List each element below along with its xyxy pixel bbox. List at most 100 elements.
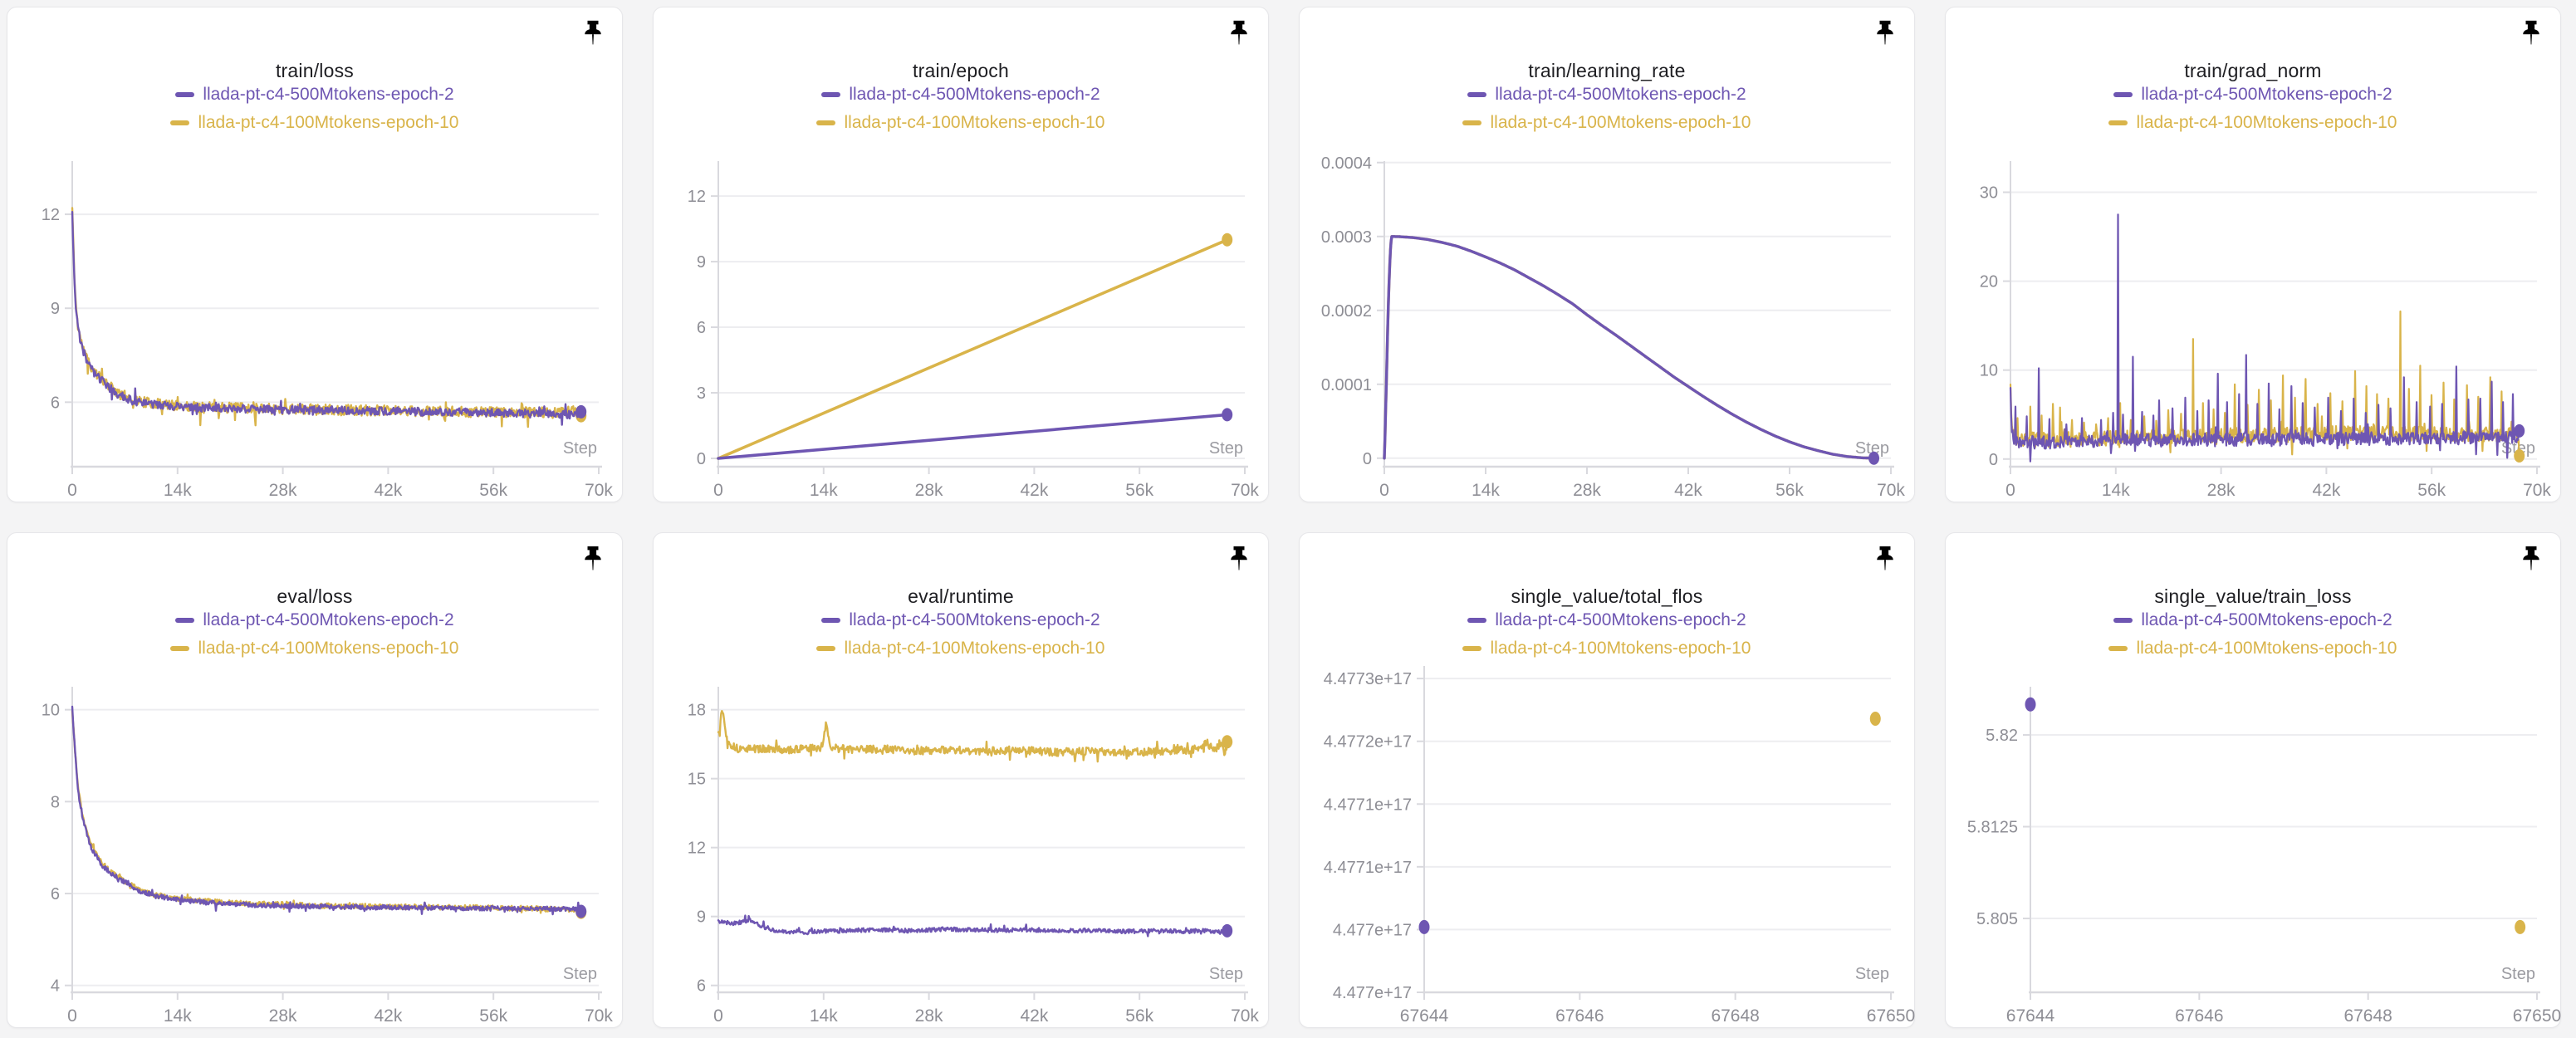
series-line[interactable]	[71, 207, 582, 428]
pin-button[interactable]	[2520, 19, 2542, 47]
y-tick-label: 10	[1980, 362, 1998, 380]
legend-run-name[interactable]: llada-pt-c4-100Mtokens-epoch-10	[2136, 113, 2397, 132]
x-tick-label: 28k	[2207, 481, 2236, 500]
x-axis-title: Step	[1209, 965, 1243, 983]
legend-run-name[interactable]: llada-pt-c4-500Mtokens-epoch-2	[849, 85, 1100, 104]
legend-run-name[interactable]: llada-pt-c4-100Mtokens-epoch-10	[1490, 639, 1751, 658]
y-tick-label: 8	[51, 793, 60, 811]
end-point-marker[interactable]	[2514, 448, 2525, 463]
series-line[interactable]	[717, 710, 1228, 763]
x-tick-label: 28k	[1573, 481, 1601, 500]
x-tick-label: 14k	[164, 481, 192, 500]
series-line[interactable]	[1383, 235, 1876, 460]
data-point-marker[interactable]	[1869, 711, 1881, 726]
legend-item[interactable]: llada-pt-c4-500Mtokens-epoch-2	[2113, 86, 2392, 103]
legend-item[interactable]: llada-pt-c4-100Mtokens-epoch-10	[170, 639, 459, 658]
legend-item[interactable]: llada-pt-c4-100Mtokens-epoch-10	[816, 113, 1105, 132]
series-line[interactable]	[717, 238, 1229, 460]
x-tick-label: 0	[2005, 481, 2015, 500]
x-tick-label: 0	[713, 1006, 723, 1026]
x-tick-label: 70k	[585, 481, 613, 500]
legend-run-name[interactable]: llada-pt-c4-500Mtokens-epoch-2	[1495, 610, 1746, 629]
x-tick-label: 14k	[810, 1006, 838, 1026]
data-point-marker[interactable]	[2515, 919, 2526, 934]
series-line[interactable]	[2009, 213, 2520, 463]
legend-item[interactable]: llada-pt-c4-500Mtokens-epoch-2	[1467, 86, 1746, 103]
legend-run-name[interactable]: llada-pt-c4-500Mtokens-epoch-2	[849, 610, 1100, 629]
data-point-marker[interactable]	[2025, 697, 2036, 712]
plot-area[interactable]: 0 0.0001 0.0002 0.0003 0.0004 0 14k 28k 42k 56k 70…	[1300, 132, 1916, 503]
legend-run-name[interactable]: llada-pt-c4-100Mtokens-epoch-10	[844, 639, 1105, 658]
series-line[interactable]	[1383, 235, 1876, 460]
x-tick-label: 28k	[269, 481, 297, 500]
x-axis-title: Step	[563, 439, 597, 458]
legend-item[interactable]: llada-pt-c4-100Mtokens-epoch-10	[2108, 639, 2397, 657]
end-point-marker[interactable]	[1222, 735, 1233, 749]
pin-button[interactable]	[1874, 545, 1896, 573]
x-tick-label: 0	[67, 481, 77, 500]
end-point-marker[interactable]	[1868, 451, 1880, 465]
legend-run-name[interactable]: llada-pt-c4-100Mtokens-epoch-10	[198, 113, 459, 132]
legend-item[interactable]: llada-pt-c4-500Mtokens-epoch-2	[175, 610, 454, 629]
legend-item[interactable]: llada-pt-c4-100Mtokens-epoch-10	[1462, 639, 1751, 657]
chart-title: train/grad_norm	[2184, 60, 2322, 81]
series-line[interactable]	[717, 413, 1229, 460]
chart-title: train/loss	[275, 60, 355, 81]
legend-run-name[interactable]: llada-pt-c4-100Mtokens-epoch-10	[844, 113, 1105, 132]
series-line[interactable]	[71, 710, 582, 914]
pin-button[interactable]	[2520, 545, 2542, 573]
legend-run-name[interactable]: llada-pt-c4-500Mtokens-epoch-2	[2141, 85, 2392, 104]
pin-button[interactable]	[582, 19, 604, 47]
x-tick-label: 56k	[479, 481, 507, 500]
end-point-marker[interactable]	[2514, 424, 2525, 438]
plot-area[interactable]: 6 9 12 15 18 0 14k 28k 42k 56k 70k Step	[654, 658, 1270, 1029]
x-tick-label: 67646	[1555, 1006, 1604, 1026]
plot-area[interactable]: 4 6 8 10 0 14k 28k 42k 56k 70k Step	[7, 658, 624, 1029]
legend-item[interactable]: llada-pt-c4-100Mtokens-epoch-10	[1462, 114, 1751, 131]
series-line[interactable]	[71, 705, 582, 916]
legend-run-name[interactable]: llada-pt-c4-100Mtokens-epoch-10	[1490, 113, 1751, 132]
pushpin-icon	[1877, 20, 1893, 45]
x-tick-label: 14k	[1472, 481, 1500, 500]
plot-area[interactable]: 5.805 5.8125 5.82 67644 67646 67648 67650 Step	[1946, 658, 2562, 1029]
x-tick-label: 67648	[1711, 1006, 1759, 1026]
end-point-marker[interactable]	[1222, 233, 1233, 247]
legend-item[interactable]: llada-pt-c4-100Mtokens-epoch-10	[2108, 114, 2397, 131]
legend-swatch-icon	[2113, 617, 2133, 623]
legend-item[interactable]: llada-pt-c4-500Mtokens-epoch-2	[2113, 611, 2392, 629]
legend-item[interactable]: llada-pt-c4-500Mtokens-epoch-2	[821, 610, 1100, 629]
legend-item[interactable]: llada-pt-c4-100Mtokens-epoch-10	[170, 113, 459, 132]
legend-item[interactable]: llada-pt-c4-500Mtokens-epoch-2	[1467, 611, 1746, 629]
legend-swatch-icon	[1462, 645, 1482, 651]
plot-area[interactable]: 0 3 6 9 12 0 14k 28k 42k 56k 70k Step	[654, 132, 1270, 503]
end-point-marker[interactable]	[1222, 408, 1233, 422]
legend-run-name[interactable]: llada-pt-c4-500Mtokens-epoch-2	[1495, 85, 1746, 104]
x-axis-title: Step	[563, 965, 597, 983]
series-line[interactable]	[71, 211, 582, 426]
pin-button[interactable]	[1874, 19, 1896, 47]
x-tick-label: 42k	[1020, 481, 1048, 500]
data-point-marker[interactable]	[1418, 919, 1430, 934]
pin-button[interactable]	[1228, 545, 1250, 573]
plot-area[interactable]: 4.477e+17 4.477e+17 4.4771e+17 4.4771e+17 4.…	[1300, 658, 1916, 1029]
legend-run-name[interactable]: llada-pt-c4-100Mtokens-epoch-10	[2136, 639, 2397, 658]
end-point-marker[interactable]	[1222, 923, 1233, 938]
series-line[interactable]	[717, 914, 1228, 938]
plot-area[interactable]: 6 9 12 0 14k 28k 42k 56k 70k Step	[7, 132, 624, 503]
legend-run-name[interactable]: llada-pt-c4-500Mtokens-epoch-2	[2141, 610, 2392, 629]
end-point-marker[interactable]	[575, 404, 587, 419]
legend-item[interactable]: llada-pt-c4-100Mtokens-epoch-10	[816, 639, 1105, 658]
legend-run-name[interactable]: llada-pt-c4-100Mtokens-epoch-10	[198, 639, 459, 658]
pin-button[interactable]	[582, 545, 604, 573]
end-point-marker[interactable]	[575, 904, 587, 918]
pin-button[interactable]	[1228, 19, 1250, 47]
legend-item[interactable]: llada-pt-c4-500Mtokens-epoch-2	[175, 85, 454, 104]
legend-item[interactable]: llada-pt-c4-500Mtokens-epoch-2	[821, 85, 1100, 104]
legend-run-name[interactable]: llada-pt-c4-500Mtokens-epoch-2	[203, 610, 454, 629]
legend-run-name[interactable]: llada-pt-c4-500Mtokens-epoch-2	[203, 85, 454, 104]
y-tick-label: 9	[697, 908, 706, 927]
series-line[interactable]	[2009, 310, 2520, 457]
chart-title: eval/runtime	[908, 585, 1014, 607]
